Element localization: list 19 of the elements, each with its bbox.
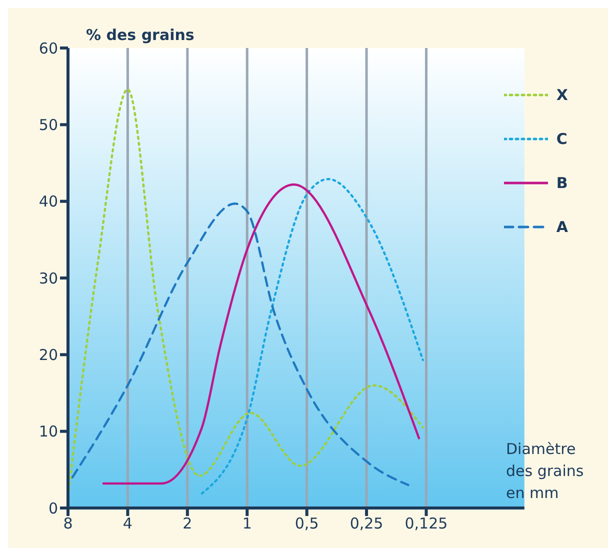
x-tick-label: 0,25 [350,514,384,533]
x-tick-label: 4 [122,514,132,533]
y-tick-label: 20 [38,346,58,364]
legend-label: X [556,86,568,104]
y-tick-label: 30 [38,269,58,288]
y-axis-title: % des grains [86,26,194,44]
y-tick-label: 10 [38,422,58,441]
legend-label: A [556,218,568,236]
x-tick-label: 8 [63,514,73,533]
legend-label: B [556,174,568,192]
x-tick-label: 1 [242,514,252,533]
x-tick-label: 0,125 [404,514,448,533]
y-tick-label: 60 [38,39,58,58]
x-tick-label: 2 [182,514,192,533]
y-tick-label: 50 [38,116,58,134]
y-tick-label: 40 [38,192,58,211]
y-tick-label: 0 [48,499,58,518]
x-tick-label: 0,5 [294,514,319,533]
legend-label: C [556,130,568,148]
